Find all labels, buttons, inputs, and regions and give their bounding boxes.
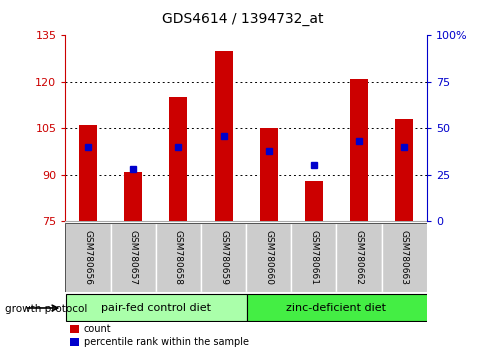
Bar: [246, 294, 427, 321]
Bar: [336, 223, 381, 292]
Text: zinc-deficient diet: zinc-deficient diet: [286, 303, 386, 313]
Bar: [169, 97, 187, 221]
Bar: [124, 172, 142, 221]
Bar: [304, 181, 322, 221]
Bar: [259, 129, 277, 221]
Bar: [66, 294, 246, 321]
Text: GSM780660: GSM780660: [264, 230, 272, 285]
Text: GSM780656: GSM780656: [83, 230, 92, 285]
Bar: [65, 223, 110, 292]
Text: GSM780662: GSM780662: [354, 230, 363, 285]
Text: pair-fed control diet: pair-fed control diet: [101, 303, 211, 313]
Bar: [200, 223, 245, 292]
Bar: [214, 51, 232, 221]
Text: GSM780661: GSM780661: [309, 230, 318, 285]
Text: growth protocol: growth protocol: [5, 304, 87, 314]
Bar: [291, 223, 336, 292]
Legend: count, percentile rank within the sample: count, percentile rank within the sample: [70, 325, 248, 347]
Text: GSM780657: GSM780657: [128, 230, 137, 285]
Text: GSM780659: GSM780659: [219, 230, 227, 285]
Text: GSM780663: GSM780663: [399, 230, 408, 285]
Bar: [245, 223, 291, 292]
Text: GSM780658: GSM780658: [174, 230, 182, 285]
Bar: [110, 223, 155, 292]
Bar: [394, 119, 412, 221]
Bar: [155, 223, 200, 292]
Bar: [349, 79, 367, 221]
Bar: [381, 223, 426, 292]
Bar: [79, 125, 97, 221]
Text: GDS4614 / 1394732_at: GDS4614 / 1394732_at: [162, 12, 322, 27]
